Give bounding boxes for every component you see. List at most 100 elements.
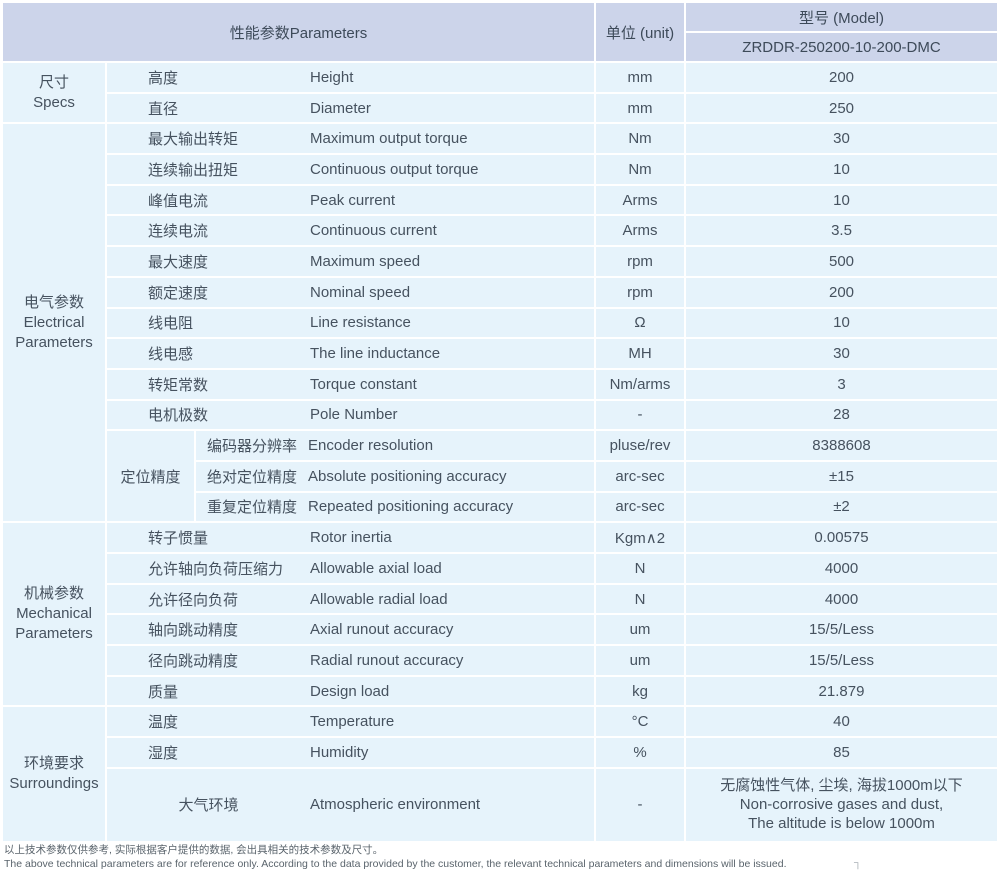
footnote-cn: 以上技术参数仅供参考, 实际根据客户提供的数据, 会出具相关的技术参数及尺寸。 xyxy=(4,844,384,856)
param-label-cn: 重复定位精度 xyxy=(206,499,297,517)
param-label-cn: 允许径向负荷 xyxy=(148,591,239,609)
value-cell: 15/5/Less xyxy=(686,615,997,645)
param-label-cn: 连续输出扭矩 xyxy=(148,161,239,179)
param-label-en: Height xyxy=(310,68,354,86)
unit-cell: um xyxy=(596,615,684,645)
footnotes: 以上技术参数仅供参考, 实际根据客户提供的数据, 会出具相关的技术参数及尺寸。 … xyxy=(4,844,787,872)
param-row-label: 绝对定位精度 Absolute positioning accuracy xyxy=(196,461,594,491)
param-row-label: 转矩常数 Torque constant xyxy=(107,369,594,399)
param-row-label: 最大速度 Maximum speed xyxy=(107,247,594,276)
value-cell: 无腐蚀性气体, 尘埃, 海拔1000m以下 Non-corrosive gases… xyxy=(686,768,997,841)
param-label-cn: 径向跳动精度 xyxy=(148,652,239,670)
param-label-cn: 湿度 xyxy=(148,744,179,762)
unit-cell: - xyxy=(596,768,684,841)
param-label-en: Encoder resolution xyxy=(308,437,434,455)
param-label-cn: 温度 xyxy=(148,714,179,732)
param-label-cn: 绝对定位精度 xyxy=(206,468,297,486)
unit-cell: N xyxy=(596,584,684,614)
table-header: 性能参数Parameters 单位 (unit) 型号 (Model) ZRDD… xyxy=(3,3,997,61)
param-label-en: Continuous current xyxy=(310,222,437,240)
value-cell: 200 xyxy=(686,277,997,307)
unit-cell: N xyxy=(596,554,684,583)
unit-cell: rpm xyxy=(596,247,684,276)
param-row-label: 连续输出扭矩 Continuous output torque xyxy=(107,155,594,184)
unit-cell: MH xyxy=(596,339,684,368)
param-row-label: 峰值电流 Peak current xyxy=(107,185,594,215)
param-row-label: 允许轴向负荷压缩力 Allowable axial load xyxy=(107,554,594,583)
unit-cell: pluse/rev xyxy=(596,431,684,460)
param-row-label: 轴向跳动精度 Axial runout accuracy xyxy=(107,615,594,645)
param-label-en: Maximum speed xyxy=(310,252,421,270)
param-label-cn: 轴向跳动精度 xyxy=(148,622,239,640)
param-label-cn: 线电阻 xyxy=(148,315,194,333)
value-cell: 30 xyxy=(686,339,997,368)
param-label-cn: 额定速度 xyxy=(148,284,209,302)
unit-cell: arc-sec xyxy=(596,492,684,522)
value-cell: 4000 xyxy=(686,554,997,583)
footnote-en: The above technical parameters are for r… xyxy=(4,858,787,870)
param-label-cn: 连续电流 xyxy=(148,223,209,241)
value-cell: 10 xyxy=(686,185,997,215)
unit-cell: mm xyxy=(596,63,684,92)
param-label-en: Allowable radial load xyxy=(310,590,448,608)
param-row-label: 质量 Design load xyxy=(107,676,594,706)
unit-cell: °C xyxy=(596,707,684,737)
param-row-label: 额定速度 Nominal speed xyxy=(107,277,594,307)
param-row-label: 高度 Height xyxy=(107,63,594,92)
param-label-en: Peak current xyxy=(310,191,396,209)
section-label: 机械参数 Mechanical Parameters xyxy=(3,523,105,706)
param-label-cn: 最大输出转矩 xyxy=(148,131,239,149)
spec-table: 性能参数Parameters 单位 (unit) 型号 (Model) ZRDD… xyxy=(3,3,997,841)
param-label-en: Maximum output torque xyxy=(310,130,468,148)
param-label-cn: 转子惯量 xyxy=(148,530,209,548)
param-label-cn: 直径 xyxy=(148,100,179,118)
value-cell: ±2 xyxy=(686,492,997,522)
section-label: 环境要求 Surroundings xyxy=(3,707,105,841)
param-label-en: Allowable axial load xyxy=(310,559,442,577)
value-cell: 500 xyxy=(686,247,997,276)
value-cell: 250 xyxy=(686,93,997,123)
corner-mark: ┐ xyxy=(854,857,862,869)
unit-cell: um xyxy=(596,646,684,675)
param-label-cn: 峰值电流 xyxy=(148,192,209,210)
param-row-label: 允许径向负荷 Allowable radial load xyxy=(107,584,594,614)
param-label-en: Nominal speed xyxy=(310,283,411,301)
param-label-cn: 转矩常数 xyxy=(148,376,209,394)
param-label-cn: 最大速度 xyxy=(148,253,209,271)
value-cell: 3.5 xyxy=(686,216,997,246)
param-row-label: 转子惯量 Rotor inertia xyxy=(107,523,594,552)
param-label-en: Rotor inertia xyxy=(310,529,392,547)
param-row-label: 温度 Temperature xyxy=(107,707,594,737)
subgroup-label: 定位精度 xyxy=(107,431,194,522)
unit-cell: rpm xyxy=(596,277,684,307)
section-label: 电气参数 Electrical Parameters xyxy=(3,124,105,522)
unit-cell: Kgm∧2 xyxy=(596,523,684,552)
param-label-en: Humidity xyxy=(310,743,369,761)
param-label-en: Absolute positioning accuracy xyxy=(308,467,507,485)
value-cell: 21.879 xyxy=(686,676,997,706)
param-row-label: 线电感 The line inductance xyxy=(107,339,594,368)
unit-cell: Arms xyxy=(596,216,684,246)
param-row-label: 最大输出转矩 Maximum output torque xyxy=(107,124,594,154)
unit-cell: Arms xyxy=(596,185,684,215)
param-label-en: Temperature xyxy=(310,713,395,731)
unit-cell: arc-sec xyxy=(596,461,684,491)
header-model-value: ZRDDR-250200-10-200-DMC xyxy=(686,33,997,61)
value-cell: 15/5/Less xyxy=(686,646,997,675)
param-label-cn: 电机极数 xyxy=(148,407,209,425)
header-parameters: 性能参数Parameters xyxy=(3,3,594,61)
section-label: 尺寸 Specs xyxy=(3,63,105,123)
value-cell: 10 xyxy=(686,308,997,338)
param-row-label: 电机极数 Pole Number xyxy=(107,400,594,430)
param-row-label: 重复定位精度 Repeated positioning accuracy xyxy=(196,492,594,522)
param-label-en: The line inductance xyxy=(310,345,441,363)
unit-cell: Nm xyxy=(596,124,684,154)
param-label-cn: 质量 xyxy=(148,683,179,701)
unit-cell: mm xyxy=(596,93,684,123)
value-cell: 30 xyxy=(686,124,997,154)
table-body: 尺寸 Specs 高度 Height mm 200 直径 Diameter mm 250 电气参数 E… xyxy=(3,63,997,841)
param-row-label: 大气环境 Atmospheric environment xyxy=(107,768,594,841)
param-row-label: 径向跳动精度 Radial runout accuracy xyxy=(107,646,594,675)
value-cell: 0.00575 xyxy=(686,523,997,552)
